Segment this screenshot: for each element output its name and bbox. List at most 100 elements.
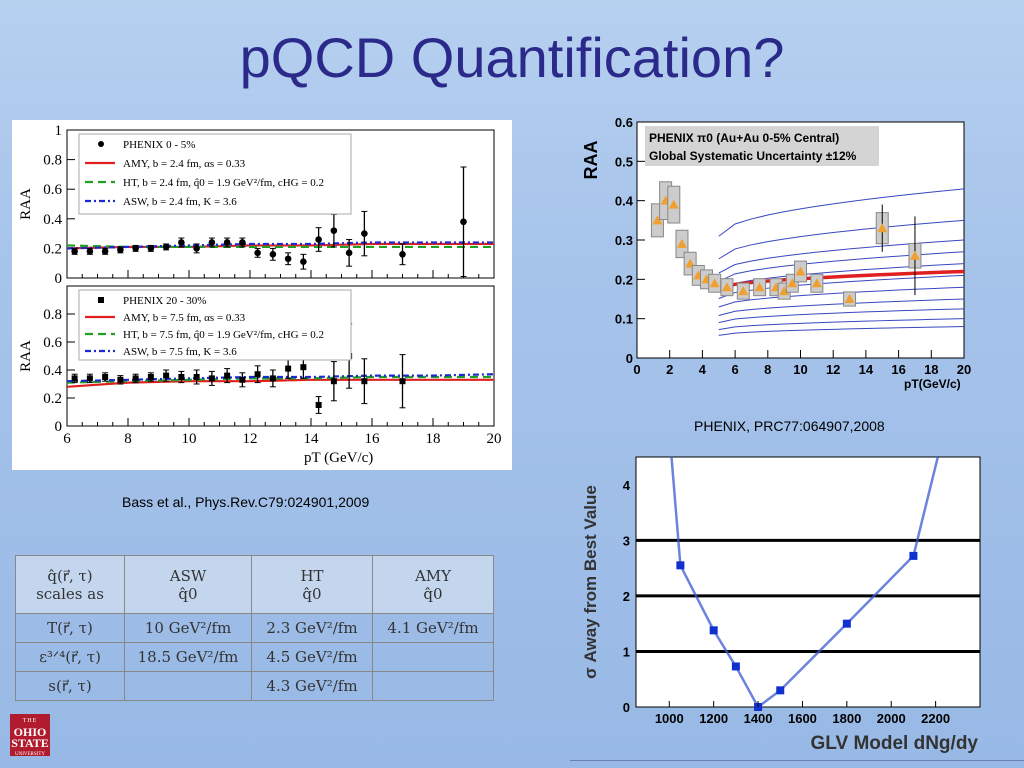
model-curve (718, 326, 965, 336)
data-point (731, 662, 740, 671)
legend-line-1: PHENIX π0 (Au+Au 0-5% Central) (649, 131, 839, 145)
model-curve (718, 286, 965, 308)
x-tick-label: 6 (731, 362, 738, 377)
x-tick-label: 4 (699, 362, 707, 377)
y-tick-label: 0.5 (615, 154, 633, 169)
header-cell: q̂(r⃗, τ) scales as (15, 555, 125, 614)
footer-rule (570, 760, 1024, 761)
bass-chart-panel: 0 0.2 0.4 0.6 0.8 1 RAA PHENIX 0 - 5% AMY, b = 2… (12, 120, 512, 470)
x-axis-label: pT (GeV/c) (304, 450, 373, 466)
data-point (676, 238, 687, 248)
y-tick-label: 0.4 (43, 363, 62, 379)
model-curve-amy (66, 378, 494, 388)
table-cell: s(r⃗, τ) (15, 671, 125, 701)
data-point (709, 626, 718, 635)
x-tick-label: 8 (124, 431, 132, 447)
data-point (284, 255, 292, 263)
plot-frame (635, 456, 981, 708)
phenix-chart-panel: 0 0.1 0.2 0.3 0.4 0.5 0.6 0 2 4 6 8 10 12 14 16 18 20 pT(G… (575, 110, 975, 400)
data-point (776, 686, 785, 695)
data-point (101, 248, 109, 255)
data-point (117, 376, 124, 383)
bass-caption: Bass et al., Phys.Rev.C79:024901,2009 (122, 494, 370, 510)
model-curve (718, 308, 965, 324)
y-tick-label: 0.8 (43, 307, 62, 323)
x-tick-label: 16 (891, 362, 905, 377)
x-tick-label: 8 (764, 362, 771, 377)
table-cell: ε³ᐟ⁴(r⃗, τ) (15, 642, 125, 672)
legend-label: HT, b = 2.4 fm, q̂0 = 1.9 GeV²/fm, cHG =… (123, 177, 324, 189)
data-point (315, 236, 322, 243)
x-tick-label: 16 (365, 431, 381, 447)
y-tick-label: 0.3 (615, 233, 633, 248)
y-tick-label: 0.2 (43, 391, 62, 407)
data-point (779, 286, 790, 296)
data-point (193, 245, 200, 252)
y-tick-label: 0.6 (43, 182, 62, 198)
x-tick-label: 2 (666, 362, 673, 377)
x-axis-label: GLV Model dNg/dy (811, 733, 979, 754)
data-point (117, 246, 124, 254)
data-point (285, 365, 292, 372)
table-cell: 4.1 GeV²/fm (372, 613, 494, 643)
data-point (399, 251, 406, 258)
data-point (147, 374, 154, 380)
y-tick-label: 0.8 (43, 153, 62, 169)
y-tick-label: 0 (623, 700, 630, 715)
glv-chart-panel: 0 1 2 3 4 1000 1200 1400 1600 1800 2000 2200 GLV Mod… (570, 452, 1020, 757)
data-point (223, 239, 231, 246)
data-point (330, 227, 338, 234)
data-point (208, 239, 216, 246)
legend-label: ASW, b = 2.4 fm, K = 3.6 (123, 196, 237, 208)
x-tick-label: 2200 (921, 711, 950, 726)
data-point (254, 371, 261, 378)
qhat-table: q̂(r⃗, τ) scales as ASW q̂0 HT q̂0 AMY q̂0 T… (15, 555, 494, 701)
data-point (193, 374, 200, 380)
legend-label: PHENIX 0 - 5% (123, 139, 195, 151)
data-point (787, 278, 798, 288)
phenix-raa-chart: 0 0.1 0.2 0.3 0.4 0.5 0.6 0 2 4 6 8 10 12 14 16 18 20pT(G… (581, 115, 971, 391)
data-point (239, 239, 246, 246)
data-point (795, 266, 806, 276)
x-tick-label: 20 (957, 362, 971, 377)
x-tick-label: 1400 (744, 711, 773, 726)
data-point (330, 378, 337, 385)
data-point (399, 378, 406, 385)
data-point (300, 364, 307, 371)
data-point (842, 619, 851, 628)
model-curve (718, 251, 965, 282)
x-tick-label: 12 (826, 362, 840, 377)
data-point (132, 375, 139, 382)
data-point (345, 249, 353, 257)
x-tick-label: 1200 (699, 711, 728, 726)
data-point (162, 243, 170, 251)
y-tick-label: 1 (55, 123, 63, 139)
data-point (460, 218, 467, 226)
legend-label: AMY, b = 2.4 fm, αs = 0.33 (123, 158, 246, 170)
data-point (254, 249, 261, 257)
model-curve (718, 318, 965, 331)
table-cell (372, 671, 494, 701)
y-tick-label: 0.6 (43, 335, 62, 351)
data-point (315, 402, 322, 408)
y-tick-label: 0 (55, 419, 63, 435)
data-point (361, 378, 368, 385)
data-point (86, 375, 93, 382)
model-curve (718, 239, 965, 274)
x-tick-label: 14 (859, 362, 874, 377)
legend-label: ASW, b = 7.5 fm, K = 3.6 (123, 346, 237, 358)
data-point (71, 375, 78, 382)
y-axis-label: RAA (18, 188, 34, 220)
y-tick-label: 0.4 (43, 212, 62, 228)
data-point (709, 278, 720, 288)
data-point (738, 286, 749, 296)
x-tick-label: 20 (487, 431, 502, 447)
legend-line-2: Global Systematic Uncertainty ±12% (649, 149, 857, 163)
model-curve (718, 298, 965, 317)
x-tick-label: 0 (633, 362, 640, 377)
y-tick-label: 3 (623, 533, 630, 548)
x-tick-label: 10 (182, 431, 197, 447)
table-cell: 4.5 GeV²/fm (251, 642, 373, 672)
legend-box (78, 289, 352, 361)
table-cell: 10 GeV²/fm (124, 613, 252, 643)
